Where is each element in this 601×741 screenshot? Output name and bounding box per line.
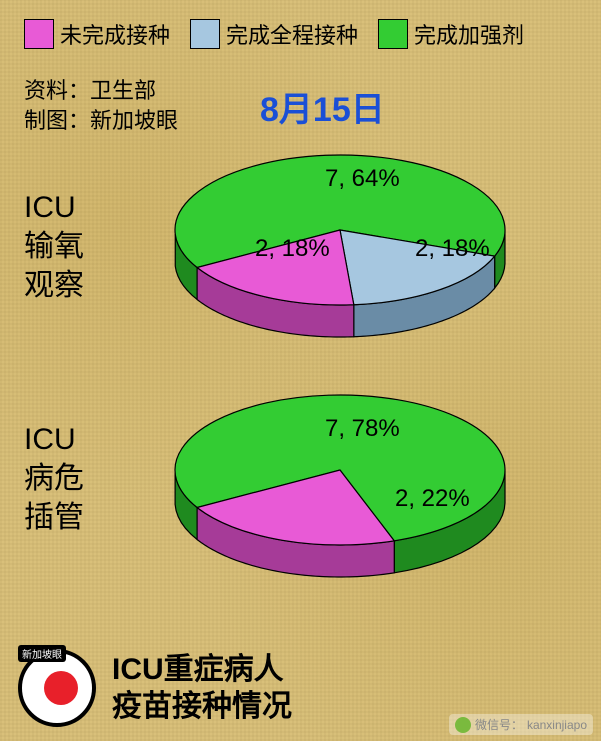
- content-root: 未完成接种 完成全程接种 完成加强剂 资料：卫生部 制图：新加坡眼 8月15日 …: [0, 0, 601, 741]
- legend-label-0: 未完成接种: [60, 18, 170, 50]
- slice-label: 2, 18%: [415, 235, 490, 263]
- legend-label-1: 完成全程接种: [226, 18, 358, 50]
- legend-label-2: 完成加强剂: [414, 18, 524, 50]
- legend-item-2: 完成加强剂: [378, 18, 524, 50]
- date-title: 8月15日: [260, 82, 385, 131]
- legend-swatch-1: [190, 19, 220, 49]
- graphic-value: 新加坡眼: [90, 108, 178, 133]
- slice-label: 7, 64%: [325, 165, 400, 193]
- chart2-label-line2: 病危: [24, 459, 84, 498]
- logo-icon: 新加坡眼: [18, 649, 96, 727]
- chart2-label: ICU 病危 插管: [24, 420, 84, 537]
- slice-label: 2, 18%: [255, 235, 330, 263]
- logo-tag: 新加坡眼: [18, 645, 66, 662]
- source-value: 卫生部: [90, 78, 156, 103]
- source-label: 资料：: [24, 78, 90, 103]
- legend-item-1: 完成全程接种: [190, 18, 358, 50]
- legend-item-0: 未完成接种: [24, 18, 170, 50]
- graphic-label: 制图：: [24, 108, 90, 133]
- watermark-value: kanxinjiapo: [527, 718, 587, 732]
- pie-chart-2: 7, 78% 2, 22%: [165, 385, 515, 592]
- footer-title: ICU重症病人 疫苗接种情况: [112, 651, 292, 726]
- wechat-icon: [455, 717, 471, 733]
- slice-label: 2, 22%: [395, 485, 470, 513]
- chart2-label-line3: 插管: [24, 498, 84, 537]
- watermark-label: 微信号：: [475, 716, 523, 733]
- chart1-label-line1: ICU: [24, 188, 84, 227]
- chart1-label-line3: 观察: [24, 266, 84, 305]
- chart1-label-line2: 输氧: [24, 227, 84, 266]
- watermark: 微信号： kanxinjiapo: [449, 714, 593, 735]
- chart1-label: ICU 输氧 观察: [24, 188, 84, 305]
- legend-swatch-2: [378, 19, 408, 49]
- chart2-label-line1: ICU: [24, 420, 84, 459]
- legend-swatch-0: [24, 19, 54, 49]
- legend: 未完成接种 完成全程接种 完成加强剂: [0, 0, 601, 50]
- footer-title-line1: ICU重症病人: [112, 651, 292, 689]
- pie-chart-1: 7, 64% 2, 18% 2, 18%: [165, 145, 515, 352]
- meta-block: 资料：卫生部 制图：新加坡眼: [24, 76, 178, 135]
- slice-label: 7, 78%: [325, 415, 400, 443]
- footer-title-line2: 疫苗接种情况: [112, 688, 292, 726]
